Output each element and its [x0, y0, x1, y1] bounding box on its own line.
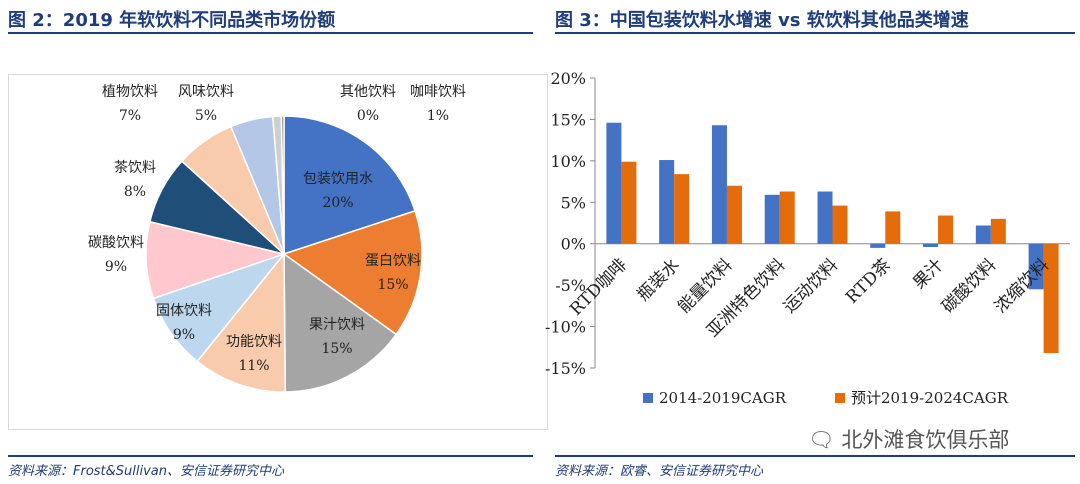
pie-slice-percent: 20%	[322, 195, 353, 211]
pie-slice-name: 咖啡饮料	[410, 84, 466, 100]
y-tick-label: 15%	[550, 110, 586, 129]
watermark: 🗨︎ 北外滩食饮俱乐部	[808, 424, 1009, 454]
pie-slice-percent: 7%	[119, 108, 141, 124]
pie-slice-name: 蛋白饮料	[365, 253, 421, 269]
y-tick-label: -15%	[545, 359, 586, 378]
pie-slice-name: 其他饮料	[340, 84, 396, 100]
bar	[1043, 243, 1059, 354]
bar	[975, 225, 991, 244]
bar	[923, 243, 939, 248]
y-tick-label: -5%	[555, 276, 586, 295]
y-tick-label: -10%	[545, 318, 586, 337]
x-category-label: 瓶装水	[633, 255, 683, 305]
legend-swatch	[835, 393, 845, 403]
bar-chart: 20%15%10%5%0%-5%-10%-15%RTD咖啡 瓶装水能量饮料亚洲特色…	[545, 69, 1070, 407]
bar	[870, 243, 886, 248]
x-category-label: 碳酸饮料	[938, 255, 1000, 317]
pie-slice-percent: 9%	[105, 259, 127, 275]
pie-slice	[283, 252, 398, 393]
y-tick-label: 5%	[561, 193, 586, 212]
bar-figure-title: 图 3：中国包装饮料水增速 vs 软饮料其他品类增速	[555, 10, 969, 31]
pie-slice	[282, 209, 423, 336]
bar	[606, 122, 622, 244]
pie-slice-percent: 8%	[124, 184, 146, 200]
pie-slice-percent: 15%	[377, 277, 408, 293]
right-title-rule	[555, 32, 1075, 34]
left-title-rule	[8, 32, 533, 34]
left-source-note: 资料来源：Frost&Sullivan、安信证券研究中心	[8, 464, 285, 479]
pie-slice-percent: 9%	[173, 327, 195, 343]
legend-swatch	[643, 393, 653, 403]
pie-slice-name: 风味饮料	[178, 84, 234, 100]
bar	[1028, 243, 1044, 290]
pie-slice-percent: 15%	[321, 341, 352, 357]
pie-chart: 包装饮用水 20% 蛋白饮料 15% 果汁饮料 15% 功能饮料 11% 固体饮料 9% 碳酸饮料 9…	[88, 84, 466, 393]
bar	[938, 215, 954, 244]
bar	[779, 191, 795, 244]
bar	[885, 211, 901, 244]
pie-slice	[280, 115, 285, 255]
bar	[711, 125, 727, 244]
y-tick-label: 10%	[550, 152, 586, 171]
wechat-icon: 🗨︎	[808, 428, 835, 452]
pie-slice-name: 茶饮料	[114, 160, 156, 176]
pie-slice	[283, 115, 417, 256]
pie-slice-name: 功能饮料	[226, 334, 282, 350]
bar	[990, 218, 1006, 244]
bar	[764, 194, 780, 244]
left-source-rule	[8, 455, 533, 457]
y-tick-label: 0%	[561, 235, 586, 254]
legend-label: 2014-2019CAGR	[659, 389, 787, 407]
bar	[674, 174, 690, 244]
bar	[832, 205, 848, 244]
right-source-note: 资料来源：欧睿、安信证券研究中心	[555, 464, 764, 479]
pie-slice-name: 碳酸饮料	[88, 235, 144, 251]
bar	[817, 191, 833, 244]
bar	[659, 160, 675, 244]
bar	[621, 161, 637, 244]
x-category-label: RTD茶	[842, 255, 895, 308]
bar	[726, 185, 742, 244]
legend-label: 预计2019-2024CAGR	[851, 389, 1009, 407]
pie-figure-title: 图 2：2019 年软饮料不同品类市场份额	[8, 10, 336, 31]
watermark-text: 北外滩食饮俱乐部	[841, 428, 1010, 452]
pie-slice-name: 果汁饮料	[309, 317, 365, 333]
right-source-rule	[555, 455, 1075, 457]
x-category-label: 果汁	[909, 255, 947, 293]
pie-slice-percent: 5%	[195, 108, 217, 124]
pie-slice-percent: 11%	[238, 358, 269, 374]
pie-slice-percent: 1%	[427, 108, 449, 124]
y-tick-label: 20%	[550, 69, 586, 88]
pie-slice	[196, 251, 287, 393]
pie-slice-percent: 0%	[357, 108, 379, 124]
pie-chart-frame	[8, 74, 548, 430]
x-category-label: 运动饮料	[780, 255, 842, 317]
pie-slice-name: 固体饮料	[156, 303, 212, 319]
pie-slice-name: 植物饮料	[102, 84, 158, 100]
pie-slice-name: 包装饮用水	[303, 171, 373, 187]
